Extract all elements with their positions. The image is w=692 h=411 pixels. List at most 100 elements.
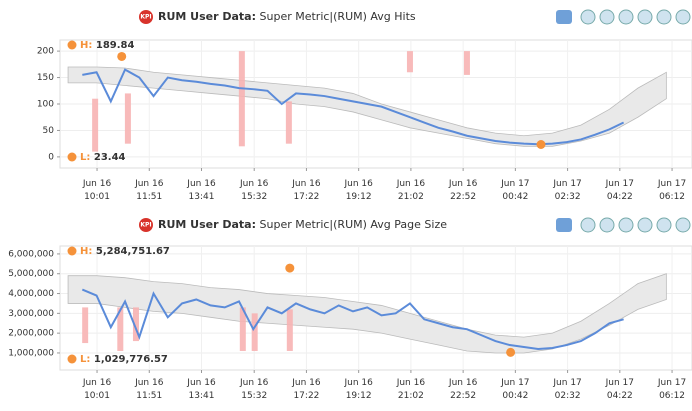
- tool-button[interactable]: [580, 9, 596, 25]
- tool-button[interactable]: [556, 218, 572, 232]
- x-tick-day: Jun 16: [239, 378, 269, 388]
- high-prefix: H:: [80, 40, 92, 51]
- x-tick-label: Jun 17 04:22: [605, 179, 634, 202]
- tool-button[interactable]: [675, 9, 691, 25]
- high-prefix: H:: [80, 246, 92, 257]
- x-tick-day: Jun 16: [343, 179, 373, 189]
- x-tick-label: Jun 17 04:22: [605, 378, 634, 401]
- alert-bar: [239, 307, 246, 351]
- x-tick-label: Jun 16 11:51: [134, 179, 164, 202]
- high-value: 5,284,751.67: [96, 246, 170, 257]
- low-label: L: 1,029,776.57: [80, 354, 168, 365]
- y-tick-label: 1,000,000: [8, 348, 54, 358]
- y-tick-label: 4,000,000: [8, 289, 54, 299]
- x-tick-time: 17:22: [293, 192, 319, 202]
- alert-bar: [117, 307, 124, 351]
- x-tick-day: Jun 16: [134, 378, 164, 388]
- x-tick-time: 15:32: [241, 192, 267, 202]
- x-tick-label: Jun 16 11:51: [134, 378, 164, 401]
- x-tick-day: Jun 16: [343, 378, 373, 388]
- tool-button[interactable]: [556, 10, 572, 24]
- title-text: Super Metric|(RUM) Avg Hits: [260, 10, 416, 23]
- low-value: 1,029,776.57: [94, 354, 168, 365]
- x-tick-time: 17:22: [293, 391, 319, 401]
- x-tick-day: Jun 16: [186, 378, 216, 388]
- tool-button[interactable]: [656, 217, 672, 233]
- x-tick-label: Jun 16 22:52: [448, 378, 478, 401]
- tool-button[interactable]: [618, 217, 634, 233]
- x-tick-day: Jun 16: [448, 378, 478, 388]
- x-tick-label: Jun 17 02:32: [552, 378, 581, 401]
- low-prefix: L:: [80, 152, 90, 163]
- title-prefix: RUM User Data:: [158, 218, 256, 231]
- x-tick-time: 10:01: [84, 391, 110, 401]
- x-tick-time: 06:12: [659, 192, 685, 202]
- x-tick-label: Jun 16 15:32: [239, 378, 269, 401]
- kpi-icon-label: KPI: [140, 14, 151, 21]
- x-tick-label: Jun 16 10:01: [82, 378, 112, 401]
- x-tick-time: 19:12: [346, 391, 372, 401]
- alert-bar: [285, 101, 292, 144]
- high-badge: [67, 246, 77, 256]
- high-value: 189.84: [96, 40, 135, 51]
- tool-button[interactable]: [656, 9, 672, 25]
- data-line: [81, 288, 624, 351]
- x-tick-label: Jun 16 15:32: [239, 179, 269, 202]
- tool-button[interactable]: [599, 9, 615, 25]
- x-tick-time: 02:32: [555, 391, 581, 401]
- x-tick-time: 00:42: [502, 192, 528, 202]
- x-tick-day: Jun 16: [396, 378, 426, 388]
- chart-title: RUM User Data: Super Metric|(RUM) Avg Hi…: [158, 10, 416, 23]
- low-badge: [67, 152, 77, 162]
- x-tick-day: Jun 16: [134, 179, 164, 189]
- high-marker: [117, 51, 127, 61]
- x-tick-day: Jun 17: [552, 378, 581, 388]
- x-tick-label: Jun 16 19:12: [343, 179, 373, 202]
- x-tick-label: Jun 16 13:41: [186, 378, 216, 401]
- tool-button[interactable]: [580, 217, 596, 233]
- alert-bar: [286, 309, 293, 351]
- x-tick-label: Jun 17 06:12: [657, 378, 686, 401]
- x-tick-day: Jun 17: [500, 179, 529, 189]
- x-tick-label: Jun 16 21:02: [396, 378, 426, 401]
- x-tick-time: 00:42: [502, 391, 528, 401]
- low-marker: [536, 139, 546, 149]
- x-tick-label: Jun 17 06:12: [657, 179, 686, 202]
- x-tick-day: Jun 16: [186, 179, 216, 189]
- x-tick-label: Jun 16 22:52: [448, 179, 478, 202]
- high-label: H: 5,284,751.67: [80, 246, 170, 257]
- tool-button[interactable]: [637, 217, 653, 233]
- title-prefix: RUM User Data:: [158, 10, 256, 23]
- tool-button[interactable]: [637, 9, 653, 25]
- x-tick-time: 13:41: [189, 192, 215, 202]
- tool-button[interactable]: [618, 9, 634, 25]
- x-tick-time: 02:32: [555, 192, 581, 202]
- alert-bar: [82, 307, 89, 344]
- high-badge: [67, 40, 77, 50]
- x-tick-time: 11:51: [136, 391, 162, 401]
- x-tick-time: 21:02: [398, 192, 424, 202]
- kpi-icon: [139, 10, 153, 24]
- x-tick-day: Jun 16: [291, 378, 321, 388]
- alert-bar: [238, 51, 245, 147]
- x-tick-day: Jun 17: [605, 179, 634, 189]
- high-marker: [285, 263, 295, 273]
- x-tick-time: 21:02: [398, 391, 424, 401]
- y-tick-label: 3,000,000: [8, 309, 54, 319]
- x-tick-day: Jun 16: [291, 179, 321, 189]
- alert-bar: [92, 98, 99, 152]
- x-tick-day: Jun 17: [552, 179, 581, 189]
- tool-button[interactable]: [675, 217, 691, 233]
- tool-button[interactable]: [599, 217, 615, 233]
- x-tick-time: 04:22: [607, 391, 633, 401]
- x-tick-day: Jun 17: [657, 378, 686, 388]
- y-tick-label: 6,000,000: [8, 249, 54, 259]
- kpi-icon-label: KPI: [140, 222, 151, 229]
- x-tick-time: 15:32: [241, 391, 267, 401]
- x-tick-label: Jun 16 17:22: [291, 179, 321, 202]
- y-tick-label: 100: [37, 100, 54, 110]
- low-label: L: 23.44: [80, 152, 126, 163]
- alert-bar: [251, 313, 258, 351]
- x-tick-day: Jun 16: [239, 179, 269, 189]
